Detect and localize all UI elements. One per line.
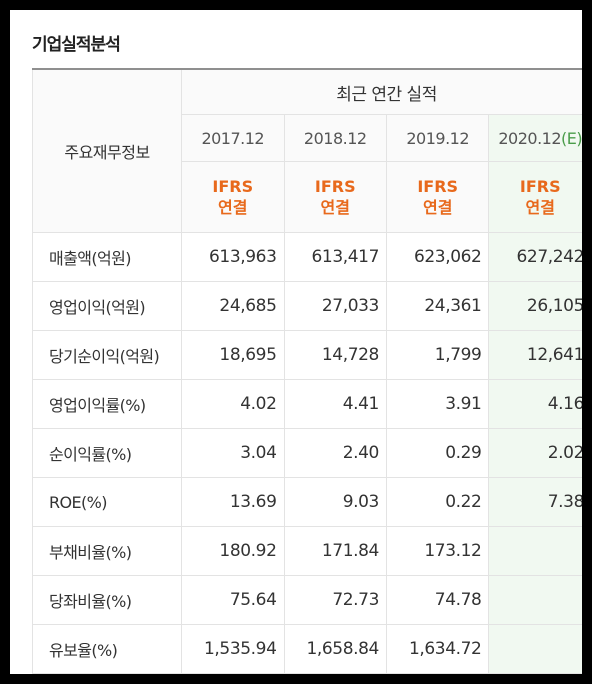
row-label: 영업이익률(%)	[31, 379, 183, 429]
ifrs-badge: IFRS 연결	[488, 161, 582, 233]
ifrs-line2: 연결	[525, 198, 555, 217]
table-row: 당기순이익(억원) 18,695 14,728 1,799 12,641	[31, 330, 582, 380]
value-cell: 24,685	[181, 281, 285, 331]
value-cell: 1,535.94	[181, 624, 285, 674]
value-cell: 4.16	[488, 379, 582, 429]
value-cell	[488, 526, 582, 576]
value-cell: 7.38	[488, 477, 582, 527]
row-label-header: 주요재무정보	[31, 68, 183, 233]
value-cell: 2.40	[283, 428, 387, 478]
value-cell: 623,062	[385, 232, 490, 282]
value-cell: 24,361	[385, 281, 490, 331]
ifrs-line2: 연결	[320, 198, 350, 217]
ifrs-badge: IFRS 연결	[283, 161, 387, 233]
table-row: ROE(%) 13.69 9.03 0.22 7.38	[31, 477, 582, 527]
table-row: 부채비율(%) 180.92 171.84 173.12	[31, 526, 582, 576]
row-label: 매출액(억원)	[31, 232, 183, 282]
value-cell: 0.22	[385, 477, 490, 527]
ifrs-badge: IFRS 연결	[181, 161, 285, 233]
value-cell: 627,242	[488, 232, 582, 282]
value-cell: 4.41	[283, 379, 387, 429]
row-label: ROE(%)	[31, 477, 183, 527]
value-cell: 9.03	[283, 477, 387, 527]
value-cell: 3.04	[181, 428, 285, 478]
value-cell: 1,658.84	[283, 624, 387, 674]
row-label: 당좌비율(%)	[31, 575, 183, 625]
table-row: 유보율(%) 1,535.94 1,658.84 1,634.72	[31, 624, 582, 674]
row-label: 부채비율(%)	[31, 526, 183, 576]
value-cell	[488, 575, 582, 625]
year-header: 2017.12	[181, 114, 285, 162]
ifrs-line1: IFRS	[314, 177, 356, 196]
value-cell: 1,634.72	[385, 624, 490, 674]
table-row: 순이익률(%) 3.04 2.40 0.29 2.02	[31, 428, 582, 478]
year-header-estimate: 2020.12(E)	[488, 114, 582, 162]
value-cell	[488, 624, 582, 674]
ifrs-line1: IFRS	[212, 177, 254, 196]
value-cell: 173.12	[385, 526, 490, 576]
value-cell: 74.78	[385, 575, 490, 625]
ifrs-line1: IFRS	[417, 177, 459, 196]
value-cell: 27,033	[283, 281, 387, 331]
value-cell: 1,799	[385, 330, 490, 380]
value-cell: 613,417	[283, 232, 387, 282]
value-cell: 4.02	[181, 379, 285, 429]
year-header: 2019.12	[385, 114, 490, 162]
value-cell: 75.64	[181, 575, 285, 625]
row-label: 당기순이익(억원)	[31, 330, 183, 380]
value-cell: 12,641	[488, 330, 582, 380]
financial-analysis-panel: 기업실적분석 주요재무정보 최근 연간 실적 2017.12 2018.12 2…	[10, 10, 582, 674]
financial-table: 주요재무정보 최근 연간 실적 2017.12 2018.12 2019.12 …	[31, 68, 582, 674]
ifrs-line2: 연결	[422, 198, 453, 217]
table-row: 영업이익률(%) 4.02 4.41 3.91 4.16	[31, 379, 582, 429]
table-row: 매출액(억원) 613,963 613,417 623,062 627,242	[31, 232, 582, 282]
value-cell: 26,105	[488, 281, 582, 331]
group-header: 최근 연간 실적	[181, 68, 582, 115]
year-label: 2020.12	[498, 128, 562, 148]
value-cell: 13.69	[181, 477, 285, 527]
value-cell: 3.91	[385, 379, 490, 429]
row-label: 영업이익(억원)	[31, 281, 183, 331]
ifrs-badge: IFRS 연결	[385, 161, 490, 233]
value-cell: 0.29	[385, 428, 490, 478]
year-header: 2018.12	[283, 114, 387, 162]
row-label: 순이익률(%)	[31, 428, 183, 478]
ifrs-line1: IFRS	[519, 177, 561, 196]
estimate-marker: (E)	[561, 128, 582, 148]
value-cell: 180.92	[181, 526, 285, 576]
value-cell: 613,963	[181, 232, 285, 282]
value-cell: 72.73	[283, 575, 387, 625]
value-cell: 18,695	[181, 330, 285, 380]
table-row: 당좌비율(%) 75.64 72.73 74.78	[31, 575, 582, 625]
value-cell: 171.84	[283, 526, 387, 576]
table-row: 영업이익(억원) 24,685 27,033 24,361 26,105	[31, 281, 582, 331]
section-title: 기업실적분석	[32, 35, 121, 55]
value-cell: 2.02	[488, 428, 582, 478]
ifrs-line2: 연결	[218, 198, 248, 217]
row-label: 유보율(%)	[31, 624, 183, 674]
value-cell: 14,728	[283, 330, 387, 380]
